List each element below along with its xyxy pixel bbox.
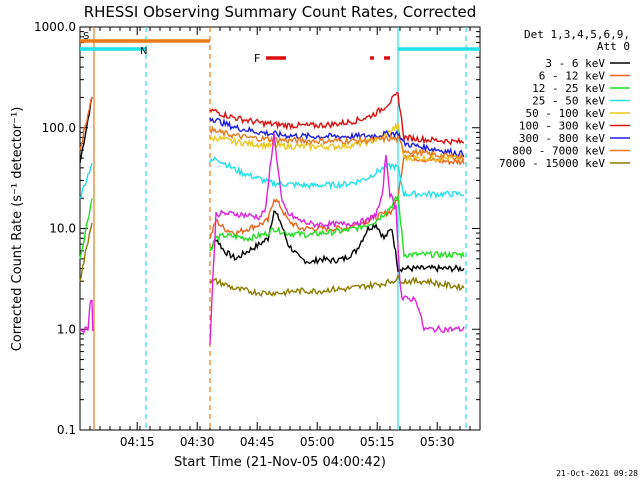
- legend-entry-label: 3 - 6 keV: [545, 57, 605, 70]
- legend-entry-label: 50 - 100 keV: [526, 107, 606, 120]
- y-tick-label: 0.1: [57, 423, 76, 437]
- series-line: [79, 222, 93, 282]
- series-line: [209, 91, 465, 146]
- attenuator-marks: SN: [80, 31, 480, 57]
- legend-entry-label: 12 - 25 keV: [532, 82, 605, 95]
- plot-frame: [79, 26, 481, 431]
- series-line: [209, 133, 465, 345]
- series-line: [209, 125, 465, 161]
- x-tick-label: 04:15: [120, 435, 155, 449]
- y-axis-label: Corrected Count Rate (s⁻¹ detector⁻¹): [10, 107, 25, 352]
- series-line: [79, 299, 94, 334]
- flare-flag-label: F: [254, 52, 260, 65]
- attenuator-label: S: [83, 31, 89, 42]
- x-tick-label: 04:30: [180, 435, 215, 449]
- legend-header: Att 0: [597, 40, 630, 53]
- series-line: [79, 198, 93, 259]
- legend-entry-label: 7000 - 15000 keV: [499, 157, 605, 170]
- chart-title: RHESSI Observing Summary Count Rates, Co…: [84, 3, 477, 21]
- legend-entry-label: 800 - 7000 keV: [512, 145, 605, 158]
- x-tick-label: 05:30: [420, 435, 455, 449]
- x-tick-label: 05:00: [300, 435, 335, 449]
- series-line: [209, 122, 465, 163]
- attenuator-label: N: [140, 46, 147, 57]
- series-line: [209, 117, 465, 158]
- x-axis-label: Start Time (21-Nov-05 04:00:42): [174, 455, 386, 470]
- y-tick-label: 1000.0: [34, 20, 76, 34]
- legend-entry-label: 100 - 300 keV: [519, 120, 605, 133]
- legend-header: Det 1,3,4,5,6,9,: [524, 28, 630, 41]
- series-line: [209, 210, 465, 274]
- x-tick-label: 05:15: [360, 435, 395, 449]
- legend-entry-label: 300 - 800 keV: [519, 132, 605, 145]
- reference-lines: [93, 27, 467, 430]
- legend-entry-label: 25 - 50 keV: [532, 95, 605, 108]
- series-line: [209, 152, 465, 239]
- y-tick-label: 10.0: [49, 222, 76, 236]
- series-line: [79, 162, 93, 199]
- x-tick-label: 04:45: [240, 435, 275, 449]
- x-axis-ticks: 04:15 04:30 04:45 05:00 05:15 05:30: [79, 27, 481, 449]
- y-tick-label: 1.0: [57, 322, 76, 336]
- series-layer: [79, 91, 465, 345]
- series-line: [79, 96, 93, 151]
- y-axis-ticks: 1000.0 100.0 10.0 1.0 0.1: [34, 20, 480, 437]
- flare-flags: F: [254, 52, 390, 65]
- footer-date: 21-Oct-2021 09:28: [556, 469, 638, 478]
- series-line: [209, 273, 465, 298]
- series-line: [209, 193, 465, 260]
- legend-entry-label: 6 - 12 keV: [539, 70, 606, 83]
- y-tick-label: 100.0: [42, 121, 76, 135]
- series-line: [209, 156, 465, 200]
